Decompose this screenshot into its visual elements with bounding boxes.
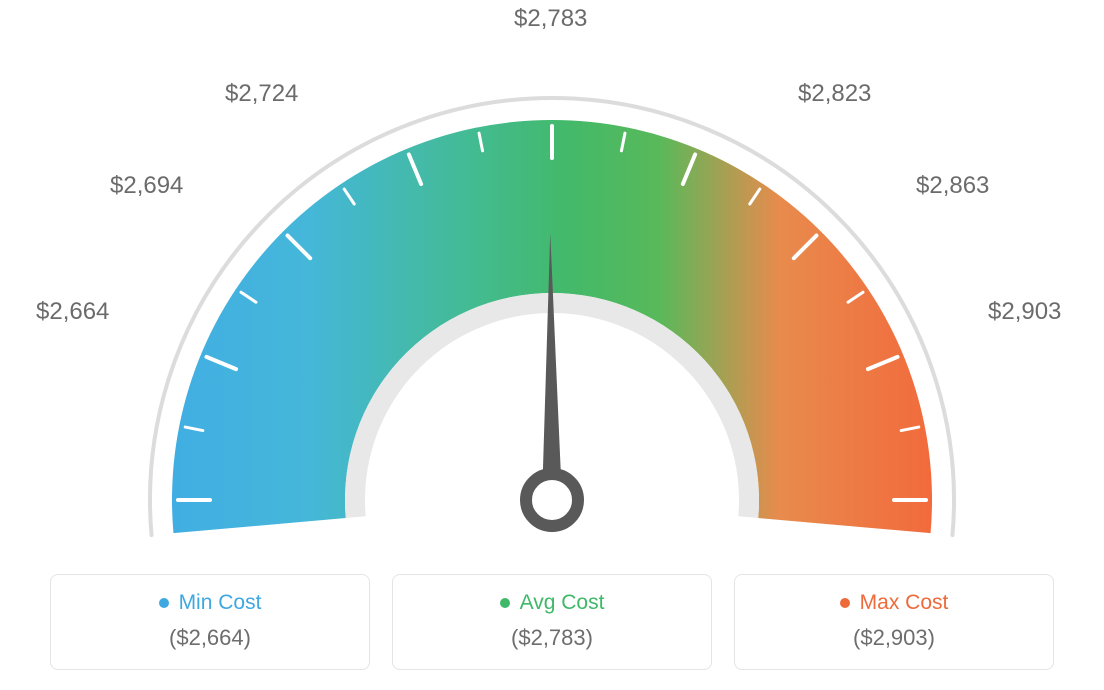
- dot-icon: [840, 598, 850, 608]
- legend-title-max: Max Cost: [840, 591, 949, 615]
- cost-gauge-container: { "gauge": { "type": "gauge", "min_value…: [0, 0, 1104, 690]
- legend-card-min: Min Cost ($2,664): [50, 574, 370, 670]
- gauge-tick-label: $2,823: [798, 80, 871, 108]
- gauge-tick-label: $2,664: [36, 298, 109, 326]
- legend-label: Min Cost: [179, 591, 262, 615]
- dot-icon: [500, 598, 510, 608]
- legend-card-avg: Avg Cost ($2,783): [392, 574, 712, 670]
- gauge-tick-label: $2,783: [514, 5, 587, 33]
- gauge-tick-label: $2,694: [110, 172, 183, 200]
- legend-label: Avg Cost: [520, 591, 605, 615]
- legend-row: Min Cost ($2,664) Avg Cost ($2,783) Max …: [0, 574, 1104, 670]
- legend-card-max: Max Cost ($2,903): [734, 574, 1054, 670]
- legend-title-avg: Avg Cost: [500, 591, 605, 615]
- gauge-tick-label: $2,863: [916, 172, 989, 200]
- legend-value: ($2,903): [745, 625, 1043, 651]
- gauge-tick-label: $2,903: [988, 298, 1061, 326]
- legend-title-min: Min Cost: [159, 591, 262, 615]
- gauge-tick-label: $2,724: [225, 80, 298, 108]
- legend-value: ($2,783): [403, 625, 701, 651]
- legend-value: ($2,664): [61, 625, 359, 651]
- gauge-svg: [92, 55, 1012, 565]
- dot-icon: [159, 598, 169, 608]
- legend-label: Max Cost: [860, 591, 949, 615]
- gauge-area: $2,664 $2,694 $2,724 $2,783 $2,823 $2,863 $2,9…: [0, 0, 1104, 560]
